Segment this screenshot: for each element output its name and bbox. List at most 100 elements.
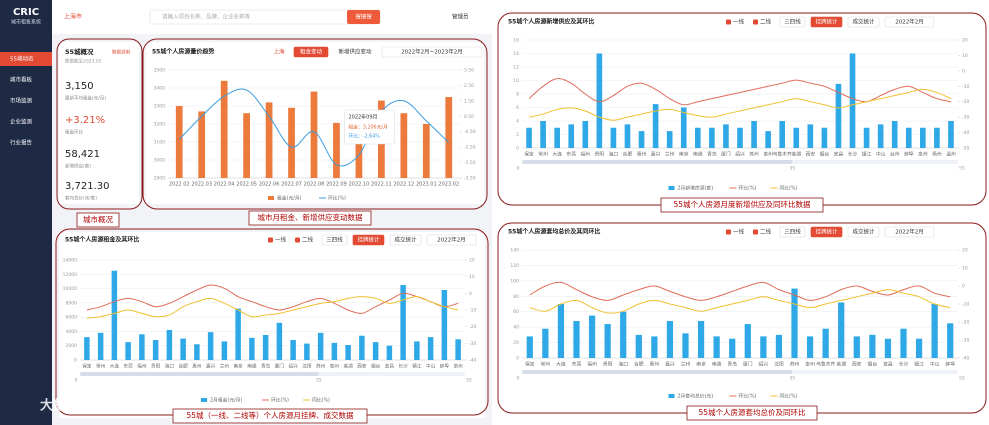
- menu-item[interactable]: 行业报告: [10, 139, 33, 147]
- legend-label: 同比(%): [780, 185, 798, 192]
- bar: [920, 127, 926, 148]
- bar: [445, 97, 453, 178]
- y-tick-label: 0: [516, 356, 519, 362]
- frame: [56, 38, 143, 210]
- y-tick-label: 14000: [63, 258, 77, 264]
- checkbox[interactable]: [295, 237, 300, 243]
- control-button[interactable]: [381, 46, 483, 58]
- bar: [554, 127, 560, 148]
- menu-item[interactable]: 市场监测: [10, 97, 33, 105]
- filter-button[interactable]: [810, 226, 843, 238]
- zoom-label: 0: [75, 378, 78, 384]
- y-tick-label: 4: [516, 119, 519, 125]
- bar: [414, 341, 420, 360]
- bar: [526, 336, 533, 358]
- x-tick-label: 保定: [525, 361, 535, 368]
- bar: [744, 324, 751, 358]
- bar: [540, 121, 546, 148]
- bar: [221, 341, 228, 360]
- filter-button[interactable]: [847, 16, 880, 28]
- stat-label: 最新平均租金(元/月): [65, 95, 106, 102]
- bar: [249, 337, 255, 360]
- y-tick-label: 12: [513, 65, 519, 71]
- overview-title: 55城概况: [65, 47, 94, 56]
- menu-active: [0, 52, 52, 66]
- y-tick-label: 3200: [154, 122, 166, 128]
- y-tick-label: 0: [516, 146, 519, 152]
- x-tick-label: 兰州: [665, 151, 675, 158]
- filter-button[interactable]: [352, 234, 385, 246]
- x-tick-label: 2022.07: [281, 182, 302, 188]
- zoom-window[interactable]: [522, 370, 793, 374]
- zoom-label: 55: [959, 166, 965, 172]
- control-label[interactable]: 2022年2月~2023年2月: [401, 48, 463, 56]
- checkbox[interactable]: [726, 229, 731, 235]
- x-tick-label: 台州: [890, 151, 900, 158]
- checkbox[interactable]: [753, 19, 758, 25]
- bar: [915, 338, 923, 358]
- filter-button[interactable]: [810, 16, 843, 28]
- control-button[interactable]: [293, 46, 329, 58]
- filter-button[interactable]: [884, 16, 935, 28]
- menu-item[interactable]: 55城动态: [10, 55, 34, 63]
- overview-note[interactable]: 数据说明: [112, 49, 130, 56]
- filter-button[interactable]: [426, 234, 477, 246]
- line: [178, 88, 450, 167]
- legend-label: 同比(%): [312, 397, 330, 404]
- user[interactable]: 管理员: [452, 13, 469, 21]
- bar: [198, 111, 206, 178]
- bar: [760, 336, 767, 358]
- zoom-window[interactable]: [80, 372, 319, 376]
- sidebar: [0, 0, 52, 425]
- control-label[interactable]: 新增供应变动: [338, 48, 372, 56]
- stat-label: 租金环比: [65, 129, 83, 136]
- filter-button[interactable]: [847, 226, 880, 238]
- y2-tick-label: -20: [962, 99, 969, 105]
- filter-label: 2022年2月: [895, 228, 924, 236]
- y2-tick-label: -30: [469, 341, 476, 347]
- checkbox[interactable]: [268, 237, 273, 243]
- y2-tick-label: 0: [469, 291, 472, 297]
- caption-box: [76, 212, 120, 228]
- x-tick-label: 长沙: [899, 361, 909, 368]
- tooltip-line: 环比：-2.64%: [348, 133, 380, 140]
- y2-tick-label: -20: [962, 320, 969, 326]
- y-tick-label: 2: [516, 132, 519, 138]
- x-tick-label: 嘉兴: [651, 151, 661, 158]
- filter-button[interactable]: [321, 234, 348, 246]
- chart-title: 55城个人房源套均总价及其同环比: [508, 228, 600, 236]
- x-tick-label: 合肥: [634, 361, 644, 368]
- x-tick-label: 海口: [618, 361, 628, 368]
- x-tick-label: 扬州: [932, 151, 942, 158]
- x-tick-label: 蚌埠: [945, 361, 955, 368]
- checkbox[interactable]: [753, 229, 758, 235]
- control-label[interactable]: 上海: [273, 48, 285, 56]
- frame: [142, 38, 488, 210]
- x-tick-label: 保定: [82, 363, 92, 370]
- menu-item[interactable]: 企业监测: [10, 118, 33, 126]
- menu-item[interactable]: 城市看板: [10, 76, 33, 84]
- city-select[interactable]: 上海市: [64, 13, 82, 21]
- x-tick-label: 保定: [524, 151, 534, 158]
- x-tick-label: 烟台: [371, 363, 381, 370]
- filter-label: 成交统计: [394, 236, 417, 244]
- caption: 城市月租金、新增供应变动数据: [258, 212, 363, 222]
- legend-swatch: [668, 394, 675, 398]
- legend-label: 租金(元/月): [277, 195, 302, 202]
- bar: [723, 124, 729, 148]
- filter-button[interactable]: [389, 234, 422, 246]
- filter-label: 二线: [760, 228, 772, 236]
- control-label[interactable]: 租金变动: [300, 48, 323, 56]
- stat-value: 3,721.30: [65, 181, 110, 192]
- filter-button[interactable]: [884, 226, 935, 238]
- filter-button[interactable]: [779, 16, 806, 28]
- search-button[interactable]: [347, 10, 380, 24]
- checkbox[interactable]: [726, 19, 731, 25]
- y2-tick-label: -30: [962, 115, 969, 121]
- y2-tick-label: -40: [962, 130, 969, 136]
- y2-tick-label: -10: [469, 308, 476, 314]
- zoom-window[interactable]: [522, 160, 793, 164]
- stat-value: 58,421: [65, 149, 100, 160]
- filter-button[interactable]: [779, 226, 806, 238]
- x-tick-label: 南京: [696, 361, 706, 368]
